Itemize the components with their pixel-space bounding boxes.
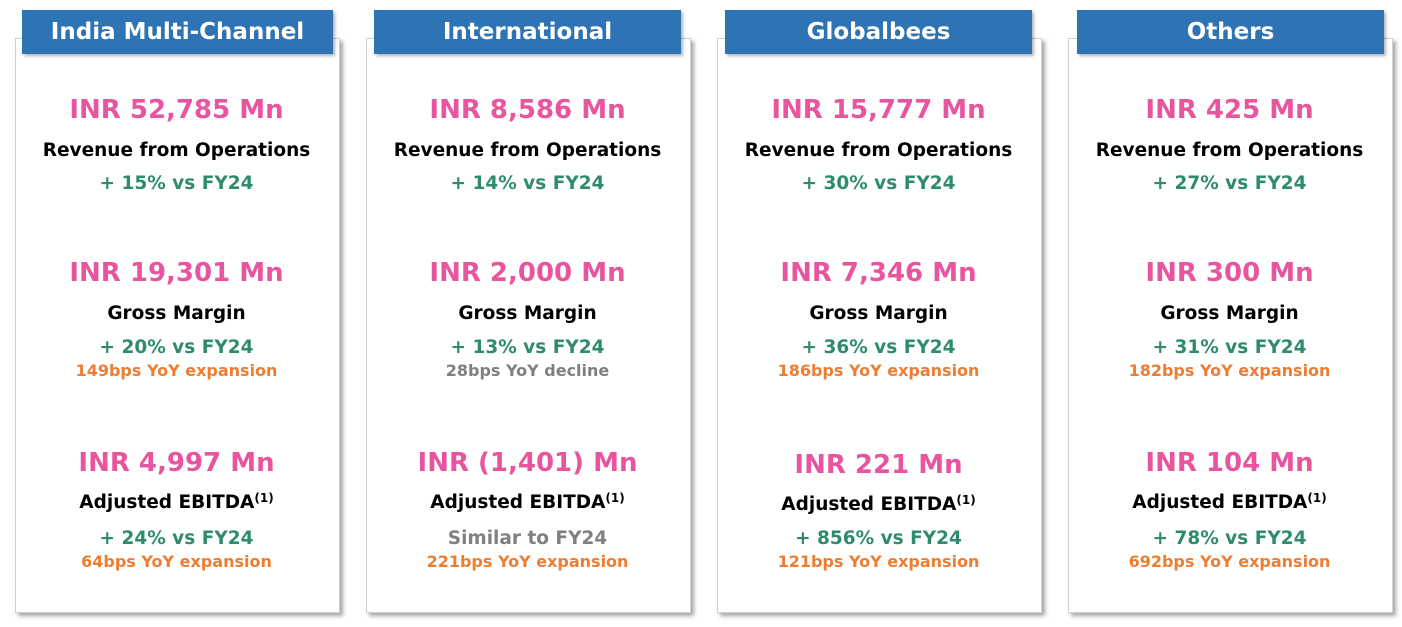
- segment-column-others: Others INR 425 Mn Revenue from Operation…: [1068, 0, 1393, 627]
- revenue-amount: INR 425 Mn: [1145, 95, 1314, 125]
- ebitda-label: Adjusted EBITDA: [1132, 492, 1308, 513]
- ebitda-amount: INR (1,401) Mn: [417, 448, 638, 478]
- segment-card: [15, 38, 340, 613]
- gross-margin-bps: 149bps YoY expansion: [75, 361, 278, 380]
- gross-margin-bps: 28bps YoY decline: [445, 361, 610, 380]
- segment-card: [717, 38, 1042, 613]
- ebitda-label: Adjusted EBITDA: [79, 492, 255, 513]
- revenue-amount: INR 15,777 Mn: [771, 95, 986, 125]
- gross-margin-growth: + 36% vs FY24: [801, 337, 956, 358]
- revenue-label: Revenue from Operations: [744, 140, 1013, 161]
- segment-column-india-multi-channel: India Multi-Channel INR 52,785 Mn Revenu…: [15, 0, 340, 627]
- ebitda-growth: + 856% vs FY24: [795, 528, 962, 549]
- ebitda-growth: + 24% vs FY24: [99, 528, 254, 549]
- gross-margin-amount: INR 7,346 Mn: [780, 258, 977, 288]
- gross-margin-growth: + 13% vs FY24: [450, 337, 605, 358]
- gross-margin-amount: INR 19,301 Mn: [69, 258, 284, 288]
- revenue-growth: + 27% vs FY24: [1152, 173, 1307, 194]
- revenue-amount: INR 8,586 Mn: [429, 95, 626, 125]
- ebitda-bps: 692bps YoY expansion: [1128, 552, 1331, 571]
- ebitda-bps: 64bps YoY expansion: [81, 552, 272, 571]
- ebitda-footnote: (1): [956, 493, 976, 507]
- segment-header: International: [374, 10, 681, 54]
- segment-header: India Multi-Channel: [22, 10, 333, 54]
- gross-margin-label: Gross Margin: [1160, 303, 1299, 324]
- segment-column-international: International INR 8,586 Mn Revenue from …: [366, 0, 691, 627]
- gross-margin-growth: + 20% vs FY24: [99, 337, 254, 358]
- revenue-growth: + 30% vs FY24: [801, 173, 956, 194]
- revenue-label: Revenue from Operations: [1095, 140, 1364, 161]
- ebitda-amount: INR 104 Mn: [1145, 448, 1314, 478]
- ebitda-label: Adjusted EBITDA: [781, 494, 957, 515]
- ebitda-label-line: Adjusted EBITDA(1): [717, 493, 1040, 517]
- segment-card: [1068, 38, 1393, 613]
- gross-margin-bps: 186bps YoY expansion: [777, 361, 980, 380]
- ebitda-growth: + 78% vs FY24: [1152, 528, 1307, 549]
- segment-header: Others: [1077, 10, 1384, 54]
- segment-header: Globalbees: [725, 10, 1032, 54]
- gross-margin-label: Gross Margin: [809, 303, 948, 324]
- ebitda-label-line: Adjusted EBITDA(1): [366, 491, 689, 515]
- revenue-growth: + 15% vs FY24: [99, 173, 254, 194]
- ebitda-bps: 121bps YoY expansion: [777, 552, 980, 571]
- revenue-label: Revenue from Operations: [42, 140, 311, 161]
- revenue-label: Revenue from Operations: [393, 140, 662, 161]
- revenue-amount: INR 52,785 Mn: [69, 95, 284, 125]
- ebitda-footnote: (1): [605, 491, 625, 505]
- ebitda-label-line: Adjusted EBITDA(1): [15, 491, 338, 515]
- ebitda-growth: Similar to FY24: [447, 528, 608, 549]
- gross-margin-amount: INR 2,000 Mn: [429, 258, 626, 288]
- gross-margin-amount: INR 300 Mn: [1145, 258, 1314, 288]
- segment-card: [366, 38, 691, 613]
- ebitda-footnote: (1): [254, 491, 274, 505]
- segment-column-globalbees: Globalbees INR 15,777 Mn Revenue from Op…: [717, 0, 1042, 627]
- gross-margin-growth: + 31% vs FY24: [1152, 337, 1307, 358]
- ebitda-amount: INR 4,997 Mn: [78, 448, 275, 478]
- ebitda-label: Adjusted EBITDA: [430, 492, 606, 513]
- ebitda-label-line: Adjusted EBITDA(1): [1068, 491, 1391, 515]
- gross-margin-bps: 182bps YoY expansion: [1128, 361, 1331, 380]
- gross-margin-label: Gross Margin: [107, 303, 246, 324]
- revenue-growth: + 14% vs FY24: [450, 173, 605, 194]
- ebitda-bps: 221bps YoY expansion: [426, 552, 629, 571]
- gross-margin-label: Gross Margin: [458, 303, 597, 324]
- ebitda-footnote: (1): [1307, 491, 1327, 505]
- ebitda-amount: INR 221 Mn: [794, 450, 963, 480]
